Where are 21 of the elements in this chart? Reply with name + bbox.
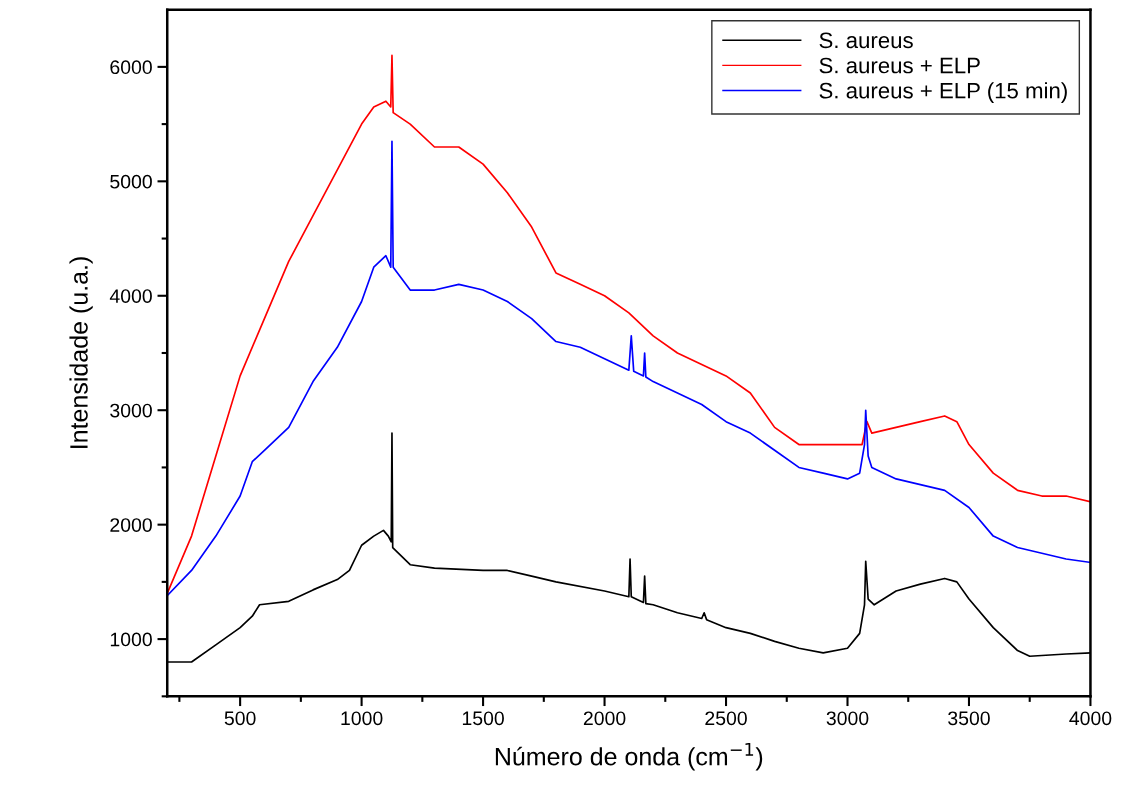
line-series xyxy=(167,140,1091,597)
x-axis-title: Número de onda (cm$^{−1}$) xyxy=(495,742,763,771)
x-tick-label: 3500 xyxy=(948,711,990,726)
x-tick-label: 4000 xyxy=(1069,711,1112,726)
x-tick-label: 1000 xyxy=(341,711,383,726)
x-tick-label: 2000 xyxy=(583,711,626,726)
y-tick-label: 6000 xyxy=(110,60,152,75)
y-tick-label: 5000 xyxy=(110,174,152,189)
line-series xyxy=(167,54,1091,595)
y-tick-label: 1000 xyxy=(110,632,152,647)
x-tick-label: 500 xyxy=(224,711,256,726)
legend-label: S. aureus xyxy=(819,32,913,49)
y-tick-label: 4000 xyxy=(109,289,152,304)
y-tick-label: 3000 xyxy=(110,403,152,418)
x-tick-label: 2500 xyxy=(705,711,747,726)
y-axis-title: Intensidade (u.a.) xyxy=(69,257,93,448)
x-tick-label: 1500 xyxy=(462,711,504,726)
legend-label: S. aureus + ELP (15 min) xyxy=(819,82,1067,103)
x-tick-label: 3000 xyxy=(826,711,869,726)
legend-label: S. aureus + ELP xyxy=(819,57,980,74)
y-tick-label: 2000 xyxy=(110,518,152,532)
